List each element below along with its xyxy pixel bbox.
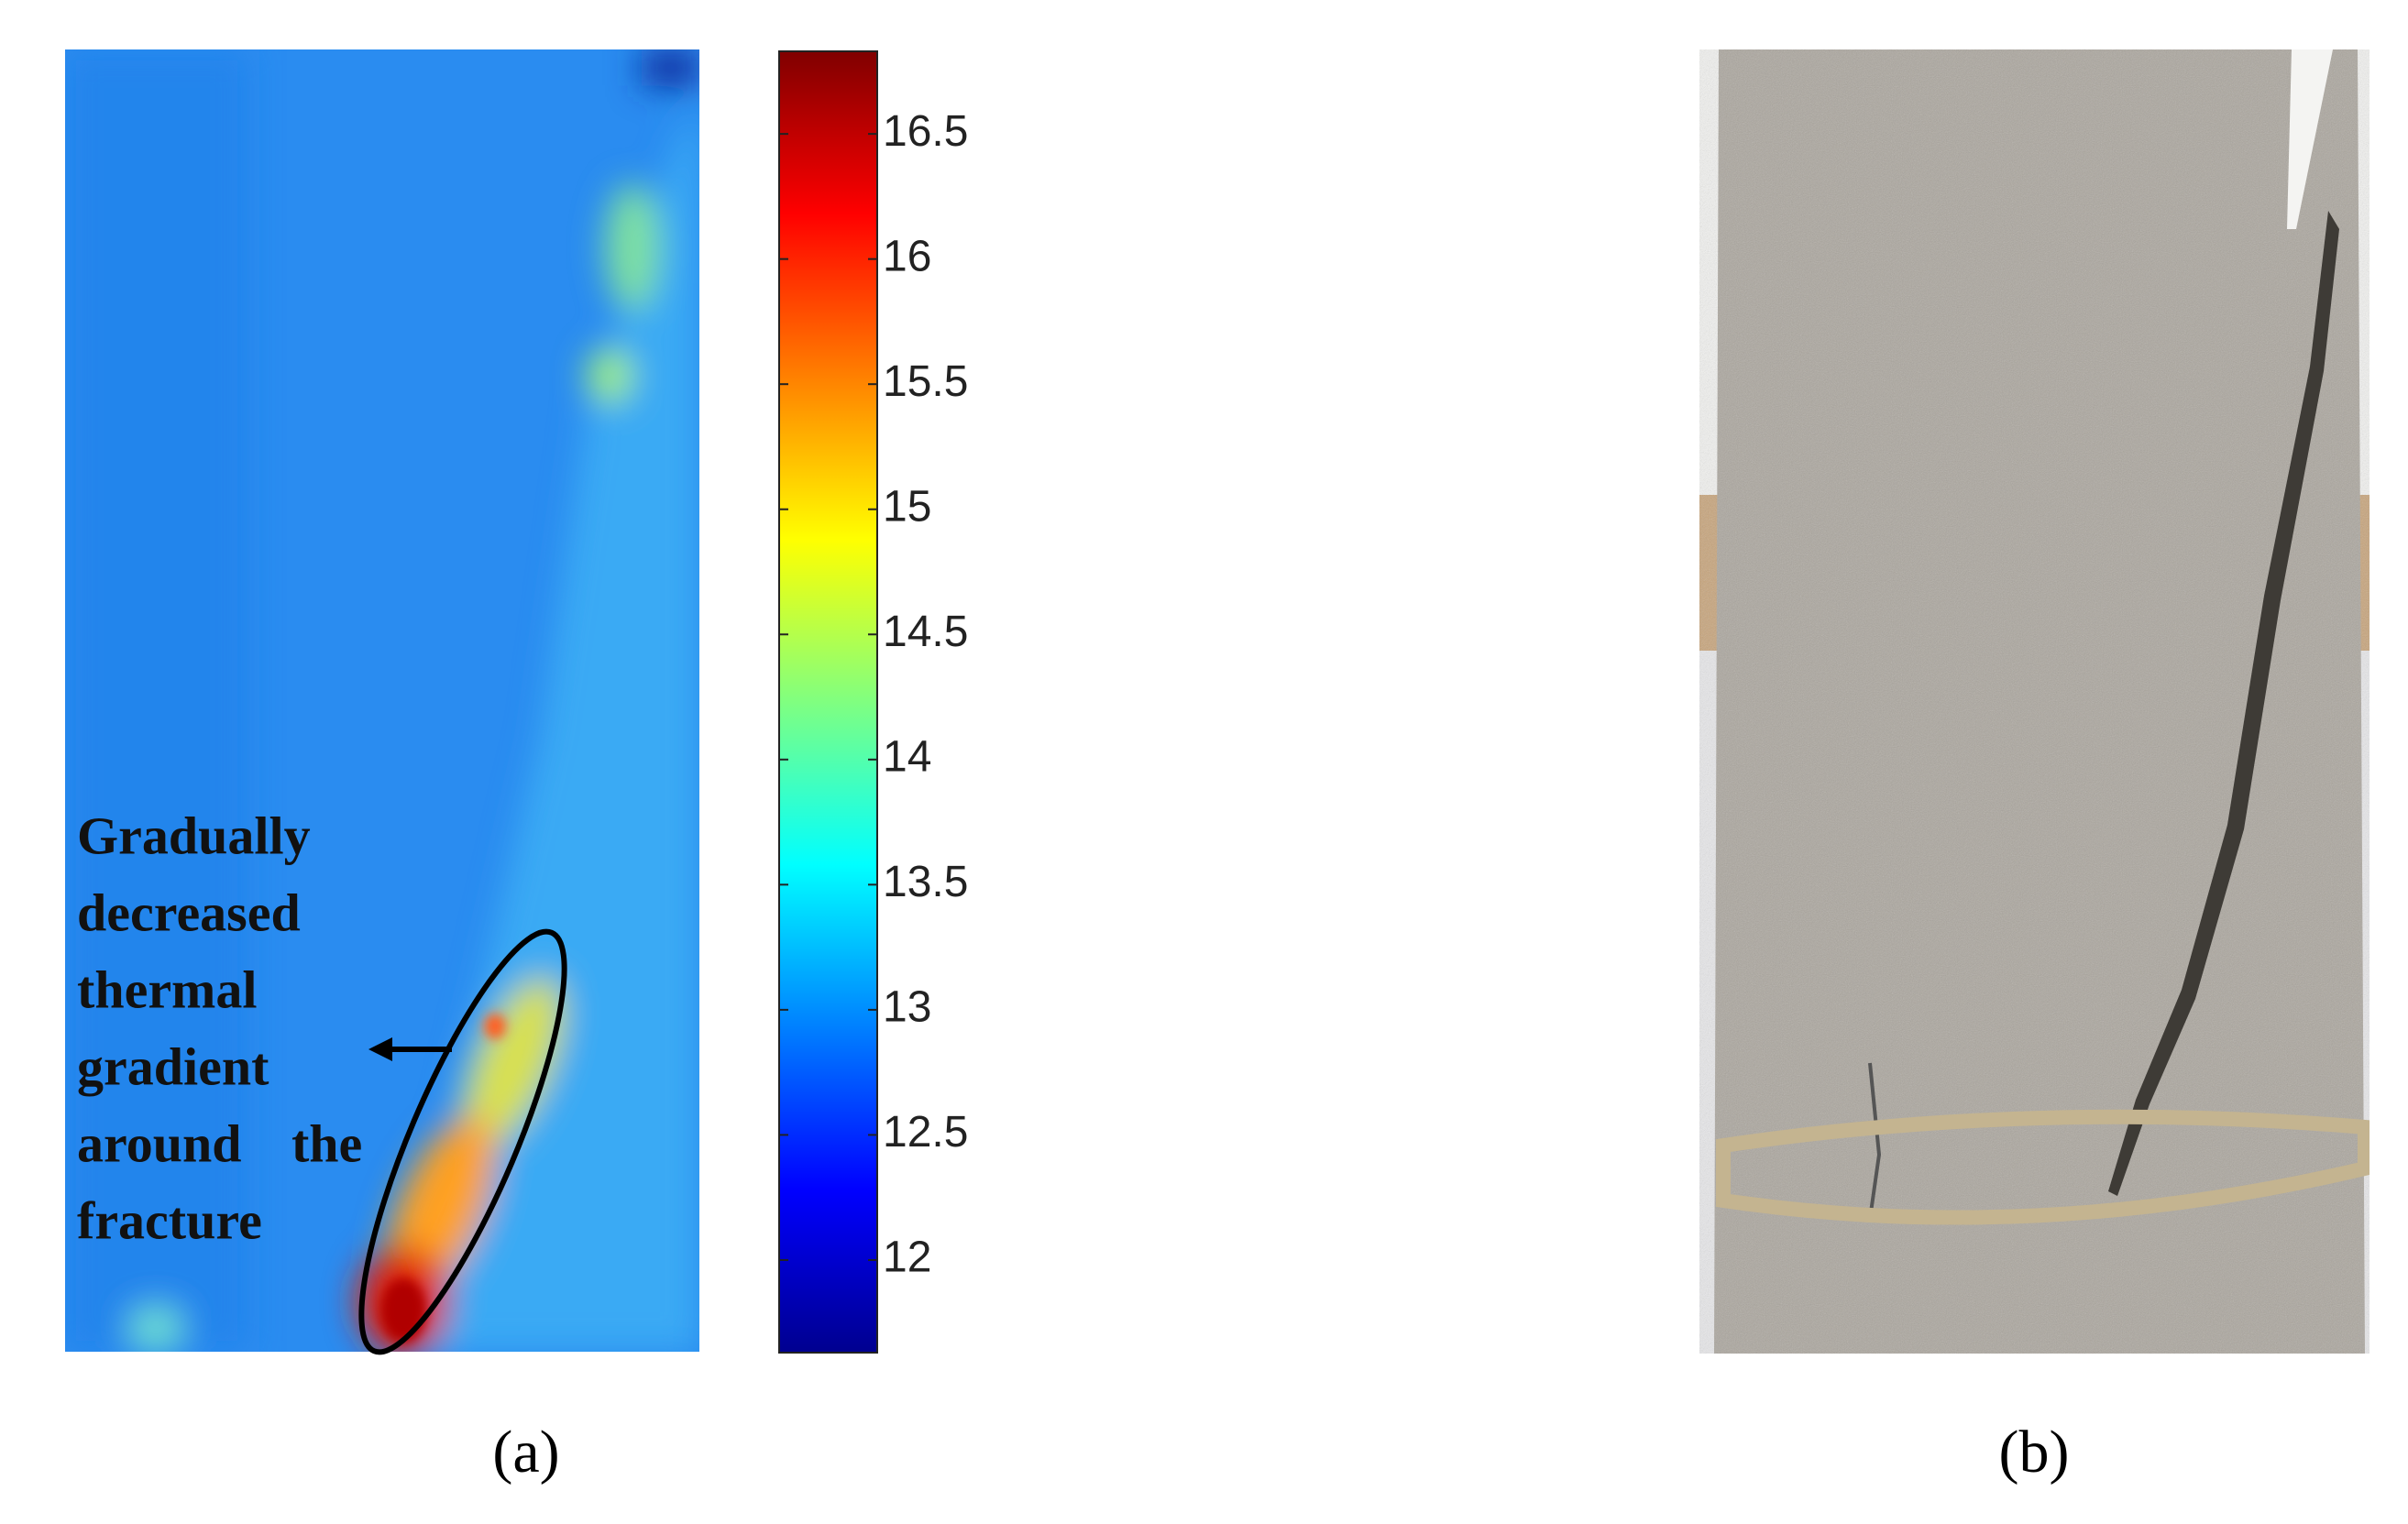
thermal-image <box>65 49 699 1352</box>
tick-label: 12 <box>883 1233 931 1282</box>
tick-label: 14.5 <box>883 608 968 656</box>
tick-label: 13 <box>883 983 931 1032</box>
tick-label: 13.5 <box>883 858 968 906</box>
tick-label: 16 <box>883 232 931 280</box>
tick-label: 15.5 <box>883 357 968 406</box>
annotation-line: Gradually <box>77 806 311 865</box>
colorbar-ticks: 12 12.5 13 13.5 14 14.5 15 15.5 16 16.5 <box>779 107 968 1282</box>
annotation-line: around the <box>77 1113 362 1173</box>
annotation: Gradually decreased thermal gradient around … <box>77 806 362 1250</box>
annotation-line: thermal <box>77 959 258 1019</box>
panel-label: (b) <box>1999 1419 2070 1486</box>
tick-label: 15 <box>883 482 931 531</box>
tick-label: 12.5 <box>883 1108 968 1157</box>
annotation-line: fracture <box>77 1190 262 1250</box>
colorbar <box>778 50 878 1354</box>
highlight-ellipse <box>358 928 567 1355</box>
arrow-head <box>368 1037 392 1061</box>
specimen-photo <box>1699 49 2370 1354</box>
tick-label: 16.5 <box>883 107 968 156</box>
panel-label: (a) <box>492 1419 559 1486</box>
tick-label: 14 <box>883 732 931 781</box>
annotation-line: decreased <box>77 883 301 942</box>
annotation-line: gradient <box>77 1036 269 1096</box>
